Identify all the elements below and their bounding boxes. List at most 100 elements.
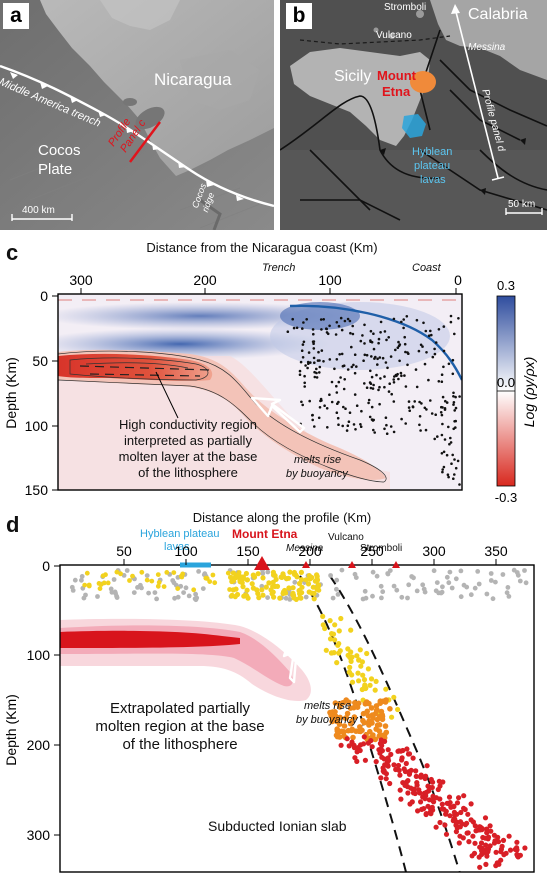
earthquake-dot xyxy=(506,594,512,599)
earthquake-dot xyxy=(327,636,334,642)
panel-d-x-tick-50: 50 xyxy=(116,543,132,559)
scale-label-b: 50 km xyxy=(508,199,536,210)
earthquake-dot xyxy=(523,580,529,586)
earthquake-dot xyxy=(335,411,339,414)
earthquake-dot xyxy=(130,573,135,579)
earthquake-dot xyxy=(372,418,376,422)
earthquake-dot xyxy=(327,709,333,716)
earthquake-dot xyxy=(283,595,289,601)
earthquake-dot xyxy=(418,772,424,778)
earthquake-dot xyxy=(383,729,390,736)
earthquake-dot xyxy=(256,595,262,601)
earthquake-dot xyxy=(377,750,383,756)
earthquake-dot xyxy=(454,800,461,806)
earthquake-dot xyxy=(411,405,415,408)
sicily-label: Sicily xyxy=(334,68,372,85)
stromboli-marker-icon xyxy=(392,561,400,568)
earthquake-dot xyxy=(305,318,309,321)
earthquake-dot xyxy=(293,596,299,602)
earthquake-dot xyxy=(362,359,365,362)
earthquake-dot xyxy=(337,648,343,654)
panel-c-x-tick-100: 100 xyxy=(318,272,342,288)
earthquake-dot xyxy=(360,409,363,413)
earthquake-dot xyxy=(453,332,456,336)
earthquake-dot xyxy=(372,428,375,432)
earthquake-dot xyxy=(420,402,423,405)
panel-d-annotation-line1: Extrapolated partially xyxy=(109,700,251,717)
earthquake-dot xyxy=(388,382,392,385)
earthquake-dot xyxy=(311,596,317,602)
country-label: Nicaragua xyxy=(154,70,232,89)
earthquake-dot xyxy=(265,595,270,600)
earthquake-dot xyxy=(441,468,445,471)
earthquake-dot xyxy=(437,328,441,331)
colorbar-tick-max: 0.3 xyxy=(497,278,515,293)
earthquake-dot xyxy=(440,433,444,437)
earthquake-dot xyxy=(380,589,386,595)
earthquake-dot xyxy=(343,715,350,721)
earthquake-dot xyxy=(352,363,355,367)
earthquake-dot xyxy=(312,342,315,345)
earthquake-dot xyxy=(387,336,391,339)
earthquake-dot xyxy=(191,587,197,593)
earthquake-dot xyxy=(313,425,316,428)
earthquake-dot xyxy=(482,835,488,841)
earthquake-dot xyxy=(396,767,402,773)
earthquake-dot xyxy=(400,374,403,378)
earthquake-dot xyxy=(460,835,466,841)
panel-c-section: 300 200 100 0 0 50 100 150 Depth (Km) 0.… xyxy=(3,272,537,505)
earthquake-dot xyxy=(329,718,335,725)
earthquake-dot xyxy=(301,343,305,346)
earthquake-dot xyxy=(454,406,458,410)
earthquake-dot xyxy=(430,412,434,415)
earthquake-dot xyxy=(193,597,199,603)
earthquake-dot xyxy=(406,751,413,757)
earthquake-dot xyxy=(300,349,304,352)
earthquake-dot xyxy=(372,736,379,743)
earthquake-dot xyxy=(254,587,260,593)
earthquake-dot xyxy=(392,378,396,381)
panel-b-map: Stromboli Vulcano Calabria Messina Sicil… xyxy=(280,0,547,230)
earthquake-dot xyxy=(405,790,411,796)
earthquake-dot xyxy=(369,744,375,750)
earthquake-dot xyxy=(484,828,490,835)
earthquake-dot xyxy=(337,400,340,404)
earthquake-dot xyxy=(441,470,444,474)
earthquake-dot xyxy=(378,708,385,715)
earthquake-dot xyxy=(405,315,409,318)
earthquake-dot xyxy=(86,583,92,589)
earthquake-dot xyxy=(396,372,399,376)
earthquake-dot xyxy=(440,584,445,590)
earthquake-dot xyxy=(339,376,342,379)
panel-a-map-graphic xyxy=(0,0,274,230)
earthquake-dot xyxy=(439,589,445,595)
earthquake-dot xyxy=(337,324,341,328)
earthquake-dot xyxy=(302,321,305,324)
earthquake-dot xyxy=(370,355,373,358)
earthquake-dot xyxy=(476,581,482,587)
panel-c-coast-label: Coast xyxy=(412,262,441,274)
earthquake-dot xyxy=(232,594,238,600)
earthquake-dot xyxy=(384,361,388,364)
earthquake-dot xyxy=(425,783,431,789)
earthquake-dot xyxy=(95,594,100,599)
earthquake-dot xyxy=(392,400,396,403)
etna-label-line2: Etna xyxy=(382,84,411,99)
earthquake-dot xyxy=(231,578,237,584)
earthquake-dot xyxy=(430,798,436,804)
earthquake-dot xyxy=(363,353,367,357)
panel-b-map-graphic xyxy=(280,0,547,230)
earthquake-dot xyxy=(492,838,498,844)
earthquake-dot xyxy=(319,318,323,321)
earthquake-dot xyxy=(338,353,342,356)
earthquake-dot xyxy=(391,694,397,700)
earthquake-dot xyxy=(378,737,384,743)
earthquake-dot xyxy=(350,345,353,349)
earthquake-dot xyxy=(79,577,84,583)
earthquake-dot xyxy=(154,596,160,602)
earthquake-dot xyxy=(453,473,456,476)
panel-d-melts-line2: by buoyancy xyxy=(296,714,358,726)
earthquake-dot xyxy=(417,790,423,796)
earthquake-dot xyxy=(418,423,421,427)
earthquake-dot xyxy=(378,385,381,389)
